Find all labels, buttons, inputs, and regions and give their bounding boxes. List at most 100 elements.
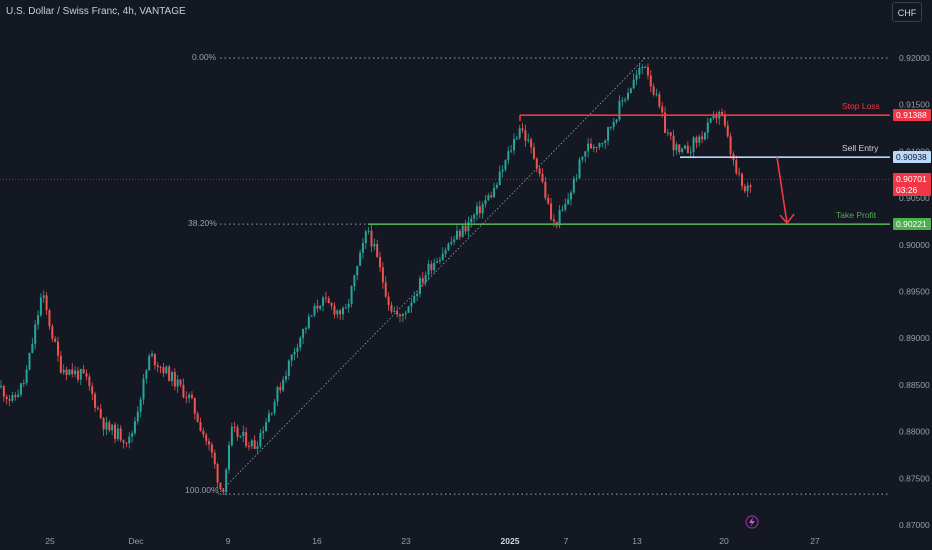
candle	[438, 260, 441, 262]
candle	[410, 302, 413, 307]
candle	[333, 305, 336, 315]
candle	[484, 200, 487, 205]
candle	[299, 337, 302, 348]
candle	[196, 413, 199, 423]
candle	[584, 151, 587, 157]
candle	[145, 370, 148, 379]
candle	[461, 225, 464, 237]
candle	[592, 146, 595, 149]
candle	[156, 365, 159, 368]
candle	[57, 341, 59, 356]
candle	[609, 127, 612, 129]
candle	[552, 219, 555, 222]
candle	[5, 396, 8, 400]
candle	[646, 67, 649, 76]
candle	[607, 127, 610, 141]
candle	[601, 142, 604, 144]
candle	[85, 373, 88, 377]
candle	[678, 144, 681, 153]
candle	[324, 297, 327, 299]
candle	[19, 383, 22, 395]
candle	[564, 204, 567, 210]
candle	[125, 442, 128, 444]
candle	[59, 355, 62, 373]
fib-0-label: 0.00%	[192, 52, 217, 62]
candle	[635, 74, 638, 80]
candle	[475, 206, 478, 215]
x-tick-label: 23	[401, 536, 411, 546]
sell-entry-price-tag: 0.90938	[893, 151, 931, 163]
candle	[188, 394, 191, 398]
candle	[347, 303, 350, 308]
candle	[507, 151, 510, 161]
currency-button[interactable]: CHF	[892, 2, 922, 22]
y-tick-label: 0.90000	[899, 240, 930, 250]
candle	[247, 446, 250, 448]
candle	[342, 307, 344, 315]
candle	[638, 67, 641, 75]
stop-loss-label: Stop Loss	[842, 101, 880, 111]
candle	[208, 441, 211, 445]
candle	[453, 239, 456, 242]
candle	[441, 253, 444, 261]
y-tick-label: 0.91500	[899, 100, 930, 110]
candle	[666, 132, 669, 134]
candle	[253, 440, 256, 449]
candle	[510, 150, 513, 152]
candle	[436, 261, 439, 263]
candle	[290, 354, 293, 361]
fib-trend-line	[217, 57, 646, 495]
candle	[652, 86, 655, 95]
candle	[228, 445, 230, 470]
candle	[353, 275, 356, 287]
candle	[478, 206, 481, 214]
candle	[136, 411, 139, 422]
candle	[495, 184, 498, 188]
candle	[282, 379, 285, 391]
candle	[111, 424, 114, 431]
candle	[376, 243, 379, 258]
candle	[105, 422, 108, 430]
candle	[339, 310, 342, 315]
candle	[393, 311, 396, 313]
candle	[524, 130, 527, 141]
candle	[142, 378, 145, 400]
candle	[664, 112, 667, 133]
candle	[14, 395, 17, 397]
candle	[698, 136, 701, 143]
candle	[396, 311, 399, 315]
candle	[304, 327, 307, 329]
candle	[558, 210, 561, 226]
sell-entry-label: Sell Entry	[842, 143, 879, 153]
candle	[644, 67, 647, 69]
candle	[538, 168, 541, 174]
candle	[655, 94, 658, 96]
candle	[726, 125, 729, 137]
candle	[712, 114, 715, 119]
candle	[741, 173, 743, 187]
candle	[433, 262, 436, 271]
candle	[259, 433, 262, 447]
candle	[684, 145, 686, 149]
lightning-icon	[745, 515, 759, 529]
candle	[25, 369, 28, 383]
candle	[168, 366, 171, 382]
y-tick-label: 0.87500	[899, 473, 930, 483]
candle	[384, 282, 387, 297]
candle	[561, 209, 564, 211]
x-tick-label: 27	[810, 536, 820, 546]
candle	[669, 132, 672, 136]
candle	[735, 160, 738, 174]
candle	[51, 326, 54, 339]
candle	[418, 278, 421, 294]
candle	[527, 139, 530, 141]
candle	[521, 128, 524, 131]
candle	[416, 293, 419, 296]
candle	[45, 295, 48, 311]
current-price-tag: 0.90701	[893, 173, 931, 185]
candle	[490, 195, 493, 198]
candle	[703, 132, 706, 140]
candle	[153, 353, 156, 366]
candle	[544, 181, 547, 198]
